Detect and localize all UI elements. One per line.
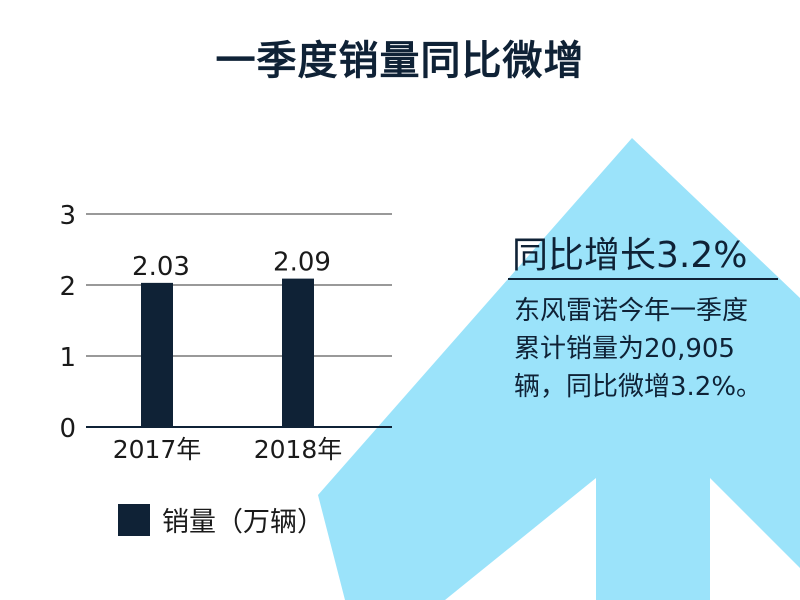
highlight-stat: 同比增长3.2%: [512, 235, 748, 276]
y-tick-label: 0: [59, 414, 76, 444]
legend-label: 销量（万辆）: [162, 507, 324, 538]
y-tick-label: 2: [59, 272, 76, 302]
y-tick-label: 3: [59, 201, 76, 231]
x-tick-label: 2017年: [113, 435, 202, 464]
bar: [282, 278, 314, 427]
bar: [141, 282, 173, 427]
chart-legend: 销量（万辆）: [118, 500, 324, 539]
legend-swatch: [118, 503, 150, 536]
y-tick-label: 1: [59, 343, 76, 373]
x-tick-label: 2018年: [254, 435, 343, 464]
data-label: 2.09: [273, 248, 331, 278]
data-label: 2.03: [132, 252, 190, 282]
up-arrow-shape: [318, 138, 800, 600]
page-title: 一季度销量同比微增: [215, 38, 585, 84]
highlight-underline: [508, 278, 778, 280]
description-text: 东风雷诺今年一季度累计销量为20,905辆，同比微增3.2%。: [514, 296, 763, 402]
